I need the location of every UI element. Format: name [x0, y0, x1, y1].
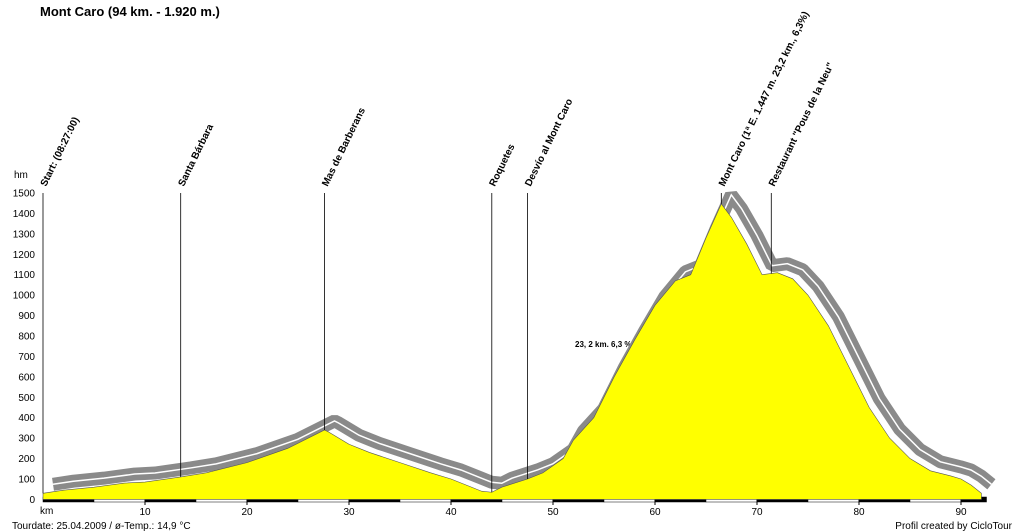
y-tick-label: 200	[18, 454, 35, 465]
x-tick-label: 20	[241, 507, 253, 518]
waypoint-label: Desvío al Mont Caro	[523, 97, 575, 188]
waypoint-label: Mont Caro (1ª E. 1.447 m. 23,2 km., 6,3%…	[717, 10, 812, 188]
y-tick-label: 600	[18, 372, 35, 383]
x-tick-label: 80	[853, 507, 865, 518]
y-tick-label: 700	[18, 352, 35, 363]
x-tick-label: 50	[547, 507, 559, 518]
x-axis-label: km	[40, 506, 53, 517]
x-tick-label: 90	[955, 507, 967, 518]
waypoint-label: Start: (08:27:00)	[39, 116, 82, 189]
y-tick-label: 1100	[13, 270, 35, 281]
annotation: 23, 2 km. 6,3 %	[575, 340, 631, 349]
elevation-area	[42, 203, 982, 500]
y-tick-label: 1300	[13, 229, 36, 240]
y-tick-label: 1000	[13, 291, 36, 302]
y-tick-label: 1400	[13, 209, 36, 220]
x-tick-label: 30	[343, 507, 355, 518]
x-tick-label: 70	[751, 507, 763, 518]
y-tick-label: 800	[18, 331, 35, 342]
y-axis-label: hm	[14, 170, 28, 181]
y-tick-label: 300	[18, 434, 35, 445]
waypoint-label: Santa Bárbara	[177, 122, 217, 188]
y-tick-label: 400	[18, 413, 35, 424]
x-tick-label: 60	[649, 507, 661, 518]
y-tick-label: 100	[18, 474, 35, 485]
footer-left: Tourdate: 25.04.2009 / ø-Temp.: 14,9 °C	[12, 521, 191, 532]
waypoint-label: Roquetes	[488, 142, 518, 188]
y-tick-label: 500	[18, 393, 35, 404]
footer-right: Profil created by CicloTour	[895, 521, 1012, 532]
y-tick-label: 1500	[13, 189, 36, 200]
waypoint-label: Mas de Barberans	[320, 106, 368, 189]
chart-title: Mont Caro (94 km. - 1.920 m.)	[40, 4, 220, 19]
y-tick-label: 1200	[13, 250, 36, 261]
y-tick-label: 900	[18, 311, 35, 322]
x-tick-label: 10	[139, 507, 151, 518]
y-tick-label: 0	[29, 495, 35, 506]
x-tick-label: 40	[445, 507, 457, 518]
